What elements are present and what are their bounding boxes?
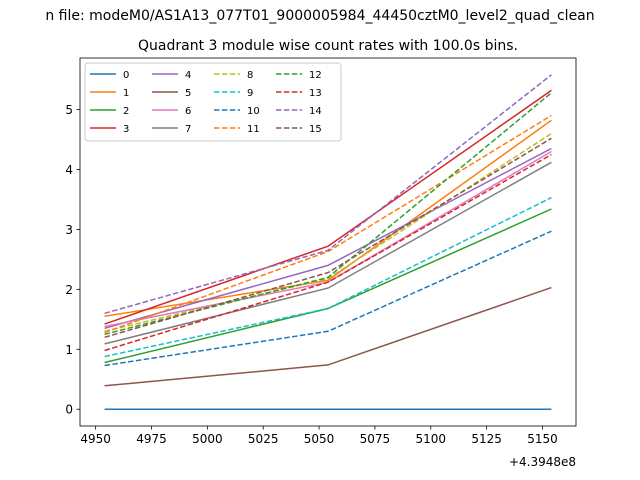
legend-label-13: 13 xyxy=(309,88,322,99)
legend-label-1: 1 xyxy=(123,88,129,99)
legend-label-2: 2 xyxy=(123,106,129,117)
legend-label-4: 4 xyxy=(185,70,191,81)
x-tick-label-2: 5000 xyxy=(192,432,223,446)
x-offset-label: +4.3948e8 xyxy=(509,455,576,469)
figure-suptitle: n file: modeM0/AS1A13_077T01_9000005984_… xyxy=(45,8,594,24)
series-line-12 xyxy=(104,92,552,336)
series-line-13 xyxy=(104,153,552,352)
legend-label-5: 5 xyxy=(185,88,191,99)
legend-frame xyxy=(84,62,342,142)
y-tick-label-3: 3 xyxy=(65,223,73,237)
series-line-15 xyxy=(104,137,552,339)
series-line-1 xyxy=(104,119,552,318)
legend-label-3: 3 xyxy=(123,124,129,135)
legend-label-12: 12 xyxy=(309,70,322,81)
series-line-14 xyxy=(104,74,552,315)
plot-frame xyxy=(79,57,577,427)
x-tick-label-7: 5125 xyxy=(471,432,502,446)
y-tick-label-1: 1 xyxy=(65,343,73,357)
axes-layer: 4950 4975 5000 5025 5050 5075 5100 5125 51500123… xyxy=(65,57,577,446)
series-line-2 xyxy=(104,208,552,364)
legend-label-9: 9 xyxy=(247,88,253,99)
legend-label-0: 0 xyxy=(123,70,129,81)
legend-label-15: 15 xyxy=(309,124,322,135)
y-tick-label-2: 2 xyxy=(65,283,73,297)
legend-label-6: 6 xyxy=(185,106,191,117)
legend-label-10: 10 xyxy=(247,106,260,117)
y-tick-label-4: 4 xyxy=(65,163,73,177)
legend-label-11: 11 xyxy=(247,124,260,135)
x-tick-label-6: 5100 xyxy=(416,432,447,446)
x-tick-label-8: 5150 xyxy=(527,432,558,446)
series-line-5 xyxy=(104,286,552,387)
x-tick-label-4: 5050 xyxy=(304,432,335,446)
legend-label-8: 8 xyxy=(247,70,253,81)
series-line-9 xyxy=(104,196,552,358)
series-line-10 xyxy=(104,230,552,367)
y-tick-label-5: 5 xyxy=(65,103,73,117)
series-layer xyxy=(104,74,552,410)
y-tick-label-0: 0 xyxy=(65,403,73,417)
x-tick-label-0: 4950 xyxy=(80,432,111,446)
series-line-7 xyxy=(104,161,552,345)
series-line-11 xyxy=(104,114,552,334)
series-line-3 xyxy=(104,89,552,325)
legend-label-14: 14 xyxy=(309,106,322,117)
series-line-8 xyxy=(104,132,552,333)
chart-title: Quadrant 3 module wise count rates with … xyxy=(138,38,518,54)
x-tick-label-1: 4975 xyxy=(136,432,167,446)
x-tick-label-5: 5075 xyxy=(360,432,391,446)
x-tick-label-3: 5025 xyxy=(248,432,279,446)
series-line-4 xyxy=(104,147,552,330)
legend-label-7: 7 xyxy=(185,124,191,135)
